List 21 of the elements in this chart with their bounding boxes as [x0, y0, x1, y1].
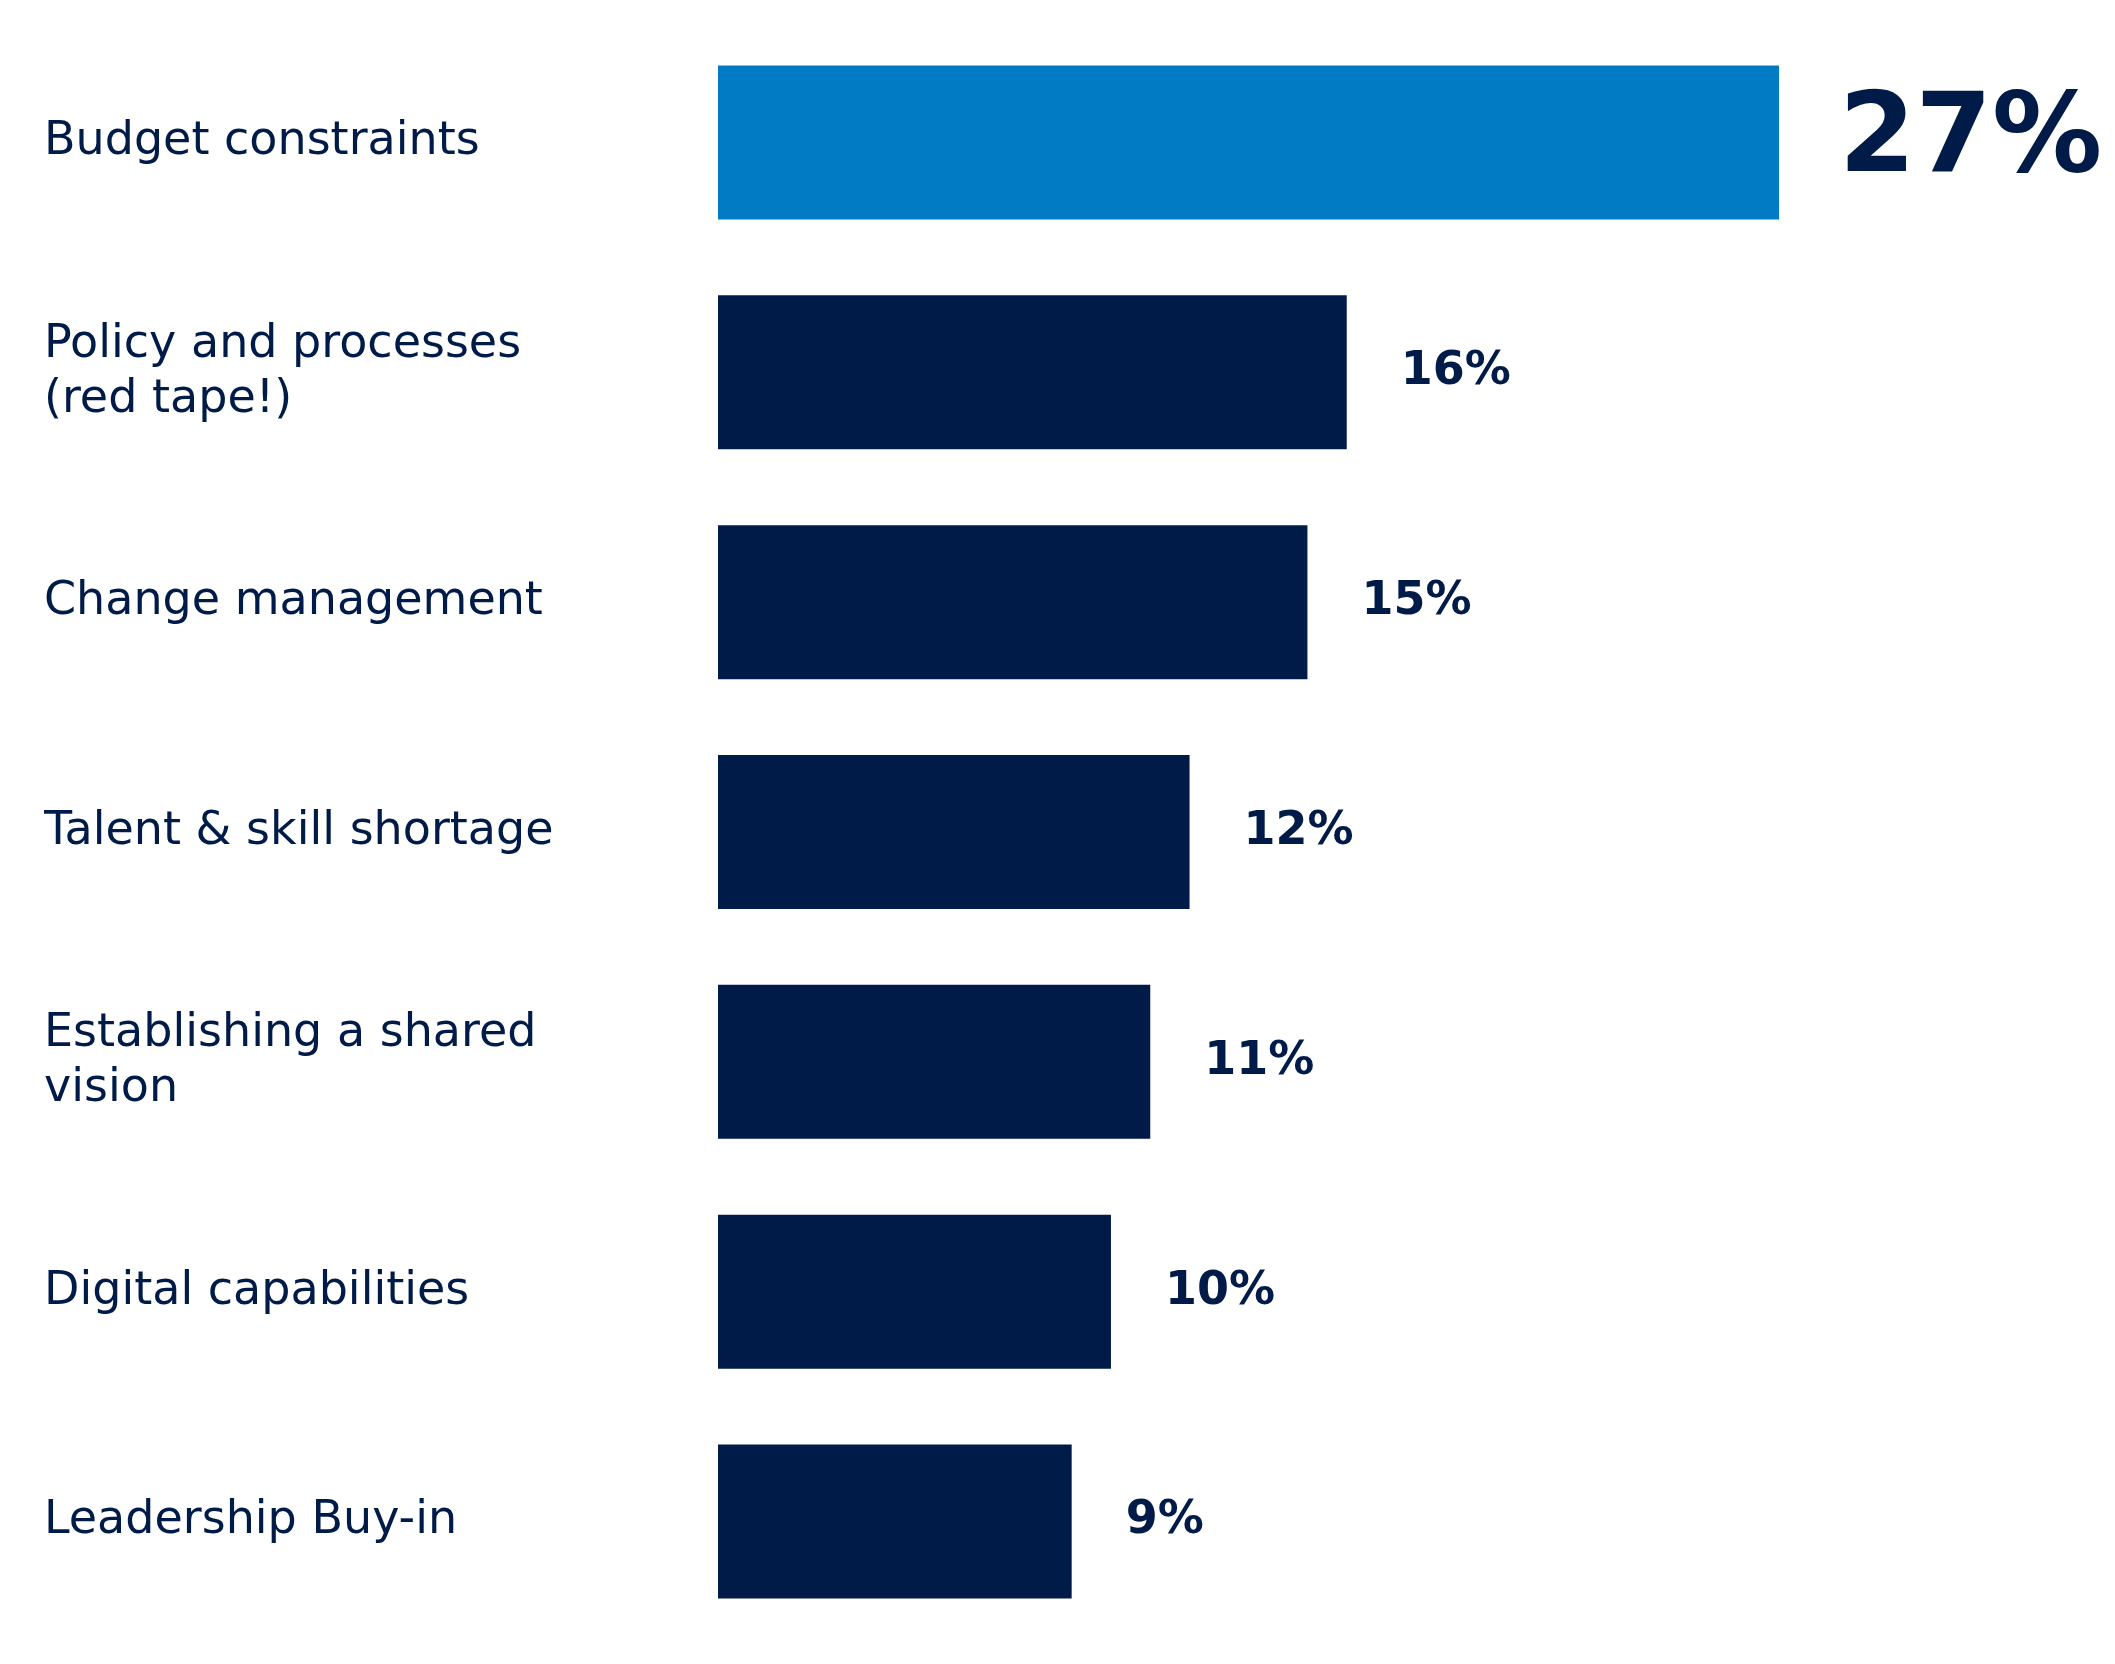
- y-tick-label: Policy and processes (red tape!): [44, 313, 522, 423]
- data-label: 15%: [1361, 571, 1472, 626]
- bar: [718, 1214, 1111, 1369]
- bar: [718, 525, 1308, 680]
- y-tick-label: Establishing a shared vision: [44, 1003, 537, 1113]
- bar: [718, 1444, 1072, 1599]
- y-tick-label: Talent & skill shortage: [43, 800, 554, 855]
- y-tick-label: Change management: [44, 571, 543, 626]
- y-tick-label: Digital capabilities: [44, 1260, 470, 1315]
- y-tick-label: Leadership Buy-in: [44, 1490, 458, 1545]
- data-label: 16%: [1400, 341, 1511, 396]
- data-label: 11%: [1204, 1030, 1315, 1085]
- y-tick-label: Budget constraints: [44, 111, 480, 166]
- data-label: 27%: [1839, 69, 2103, 198]
- bar: [718, 65, 1779, 220]
- bar: [718, 755, 1190, 909]
- data-label: 10%: [1164, 1260, 1276, 1315]
- bar: [718, 295, 1347, 450]
- data-label: 9%: [1125, 1490, 1204, 1545]
- bar: [718, 984, 1151, 1139]
- data-label: 12%: [1243, 800, 1354, 855]
